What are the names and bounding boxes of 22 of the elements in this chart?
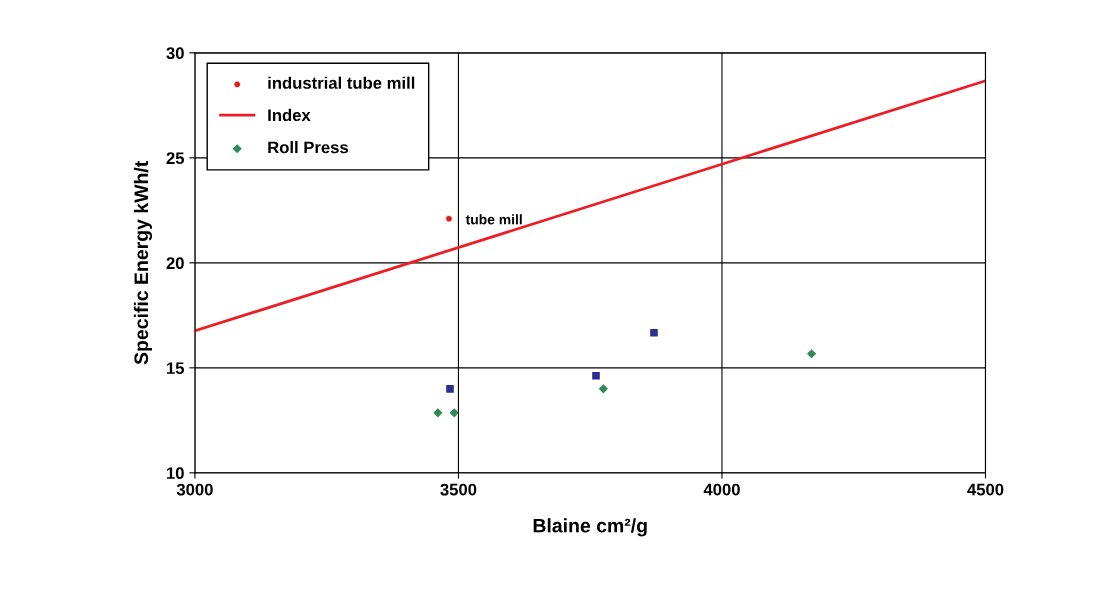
legend-label: Index — [268, 108, 311, 122]
y-tick-label: 30 — [166, 47, 184, 60]
point — [592, 372, 600, 380]
y-tick-label: 20 — [166, 257, 184, 270]
x-tick-label: 3500 — [440, 483, 477, 496]
x-axis-title: Blaine cm²/g — [533, 518, 647, 537]
x-tick-label: 4500 — [967, 483, 1004, 496]
legend-label: industrial tube mill — [268, 76, 415, 89]
point — [433, 408, 443, 418]
y-tick-label: 25 — [166, 152, 185, 165]
legend-label: Roll Press — [268, 141, 349, 154]
x-tick-label: 4000 — [703, 483, 740, 496]
point — [598, 384, 608, 394]
y-axis-title: Specific Energy kWh/t — [133, 160, 153, 365]
annotation: tube mill — [465, 214, 522, 225]
point — [650, 328, 658, 337]
y-tick-label: 10 — [167, 467, 184, 480]
point — [806, 349, 817, 359]
y-tick-label: 15 — [167, 362, 185, 375]
x-tick-label: 3000 — [176, 483, 213, 496]
point — [449, 408, 459, 418]
point — [446, 385, 454, 393]
